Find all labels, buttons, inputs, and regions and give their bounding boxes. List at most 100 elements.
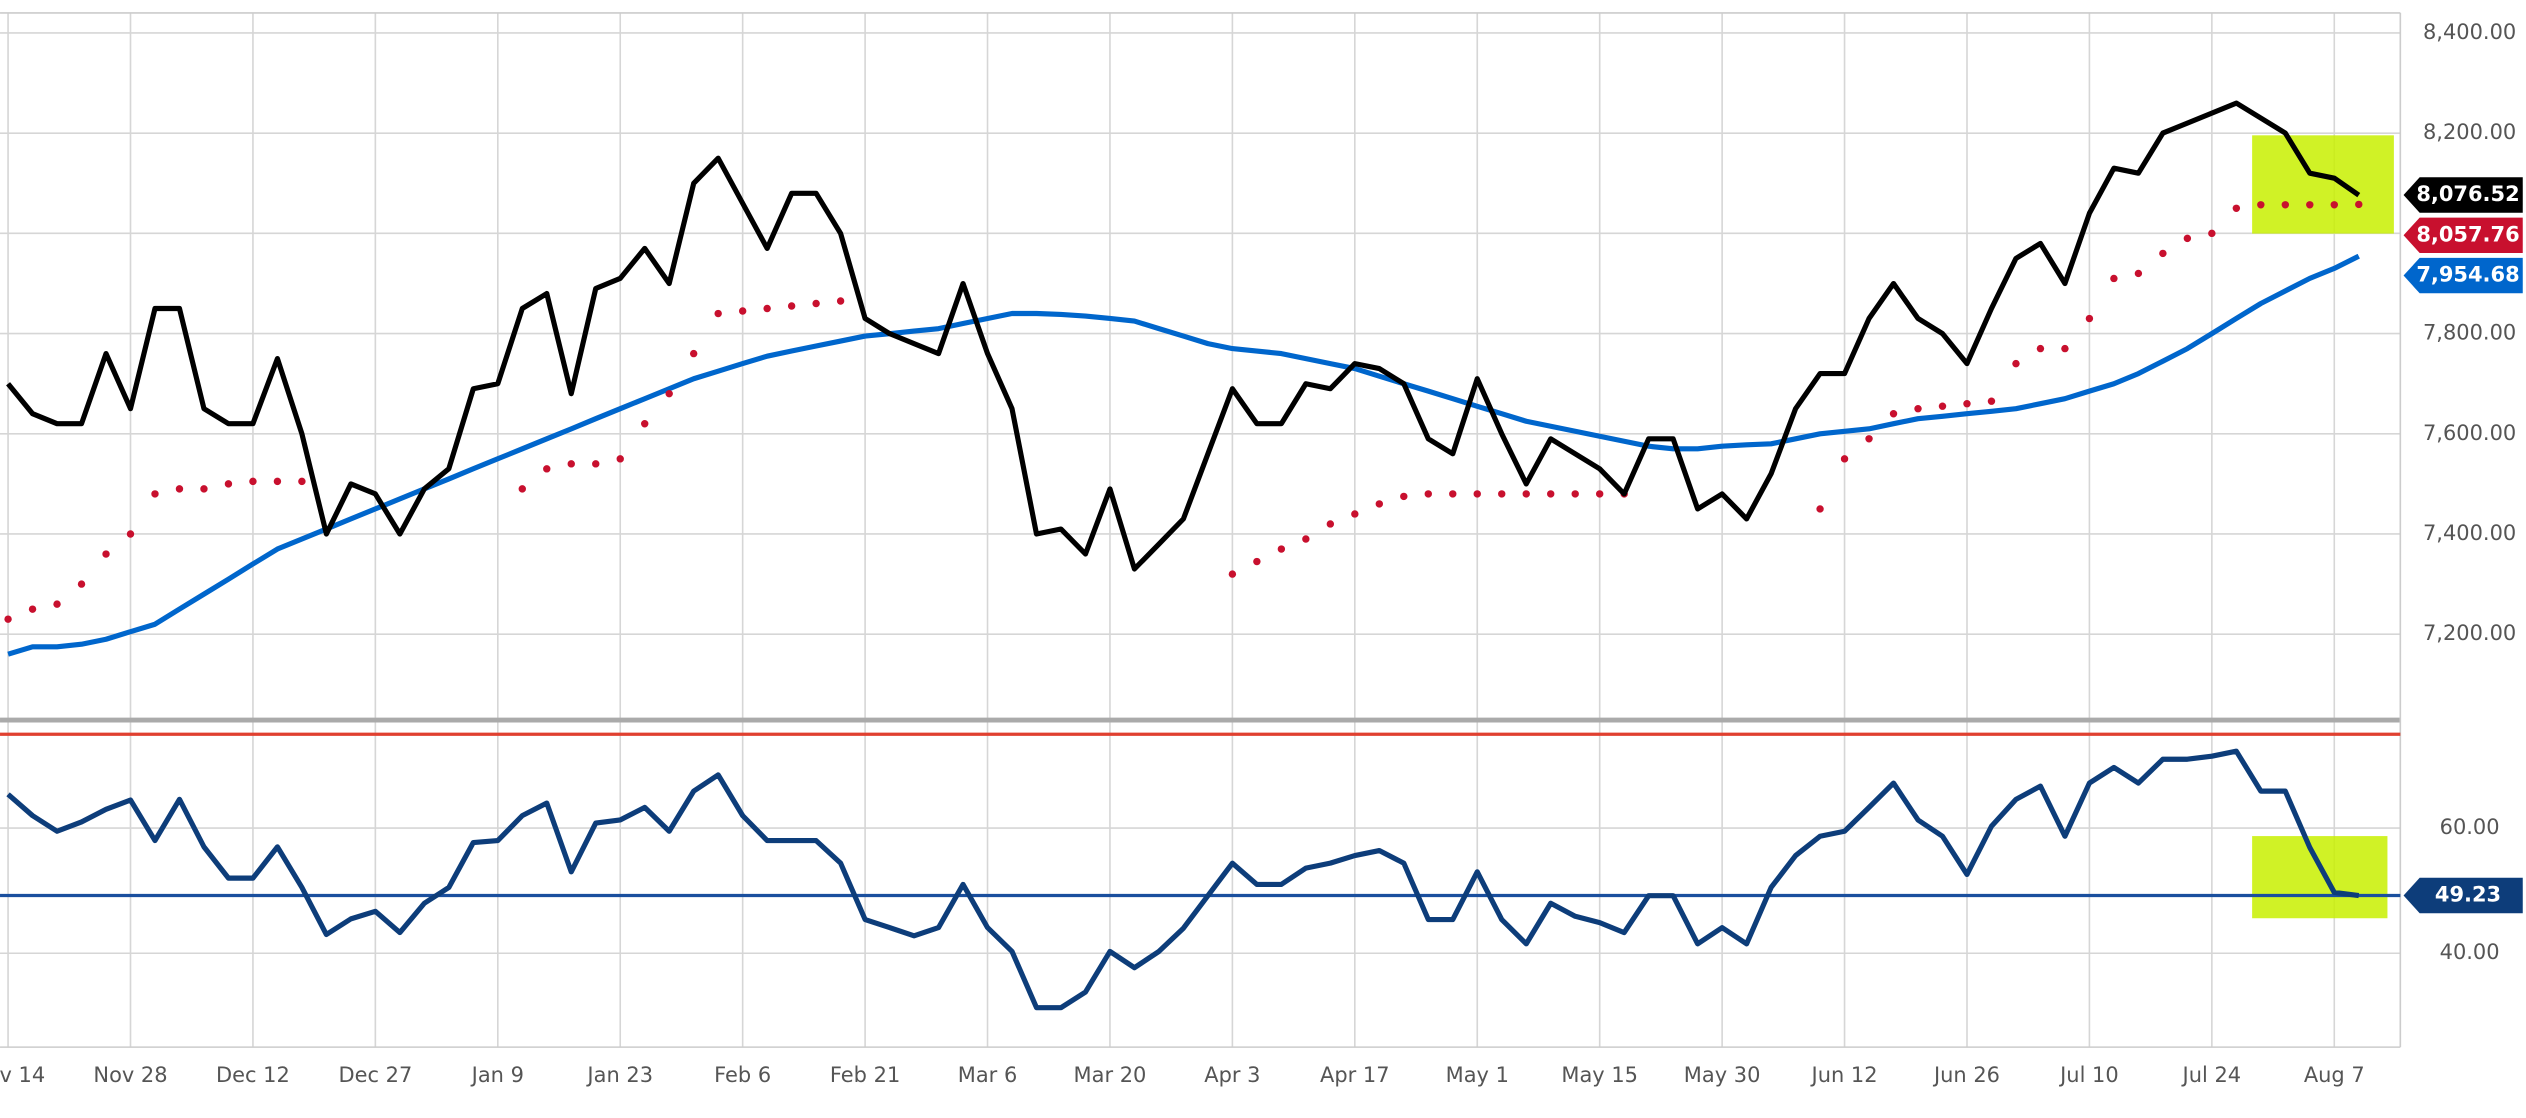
series-line (7, 253, 2360, 657)
value-tag-label: 7,954.68 (2416, 263, 2519, 287)
x-tick-label: Nov 28 (93, 1063, 167, 1087)
sar-dot (1326, 520, 1335, 528)
sar-dot (102, 550, 110, 558)
sar-dot (1228, 570, 1237, 578)
sar-dot (518, 485, 526, 493)
value-tag (2403, 257, 2523, 294)
x-tick-label: Jun 26 (1932, 1063, 2000, 1087)
sar-dot (1473, 490, 1481, 498)
sar-dot (665, 389, 673, 398)
sar-dot (1351, 510, 1359, 518)
x-tick-label: Mar 20 (1074, 1063, 1147, 1087)
x-tick-label: May 30 (1684, 1063, 1761, 1087)
x-tick-label: Jan 9 (470, 1063, 524, 1087)
sar-dot (1522, 490, 1530, 498)
sar-dot (2085, 314, 2094, 323)
sar-dot (2208, 229, 2216, 238)
sar-dot (1547, 490, 1555, 498)
sar-dot (28, 605, 37, 613)
x-tick-label: Jul 24 (2181, 1063, 2242, 1087)
series-line (6, 100, 2361, 572)
sar-dot (200, 485, 208, 493)
sar-dot (543, 465, 551, 473)
sar-dot (2110, 274, 2118, 283)
sar-dot (126, 530, 135, 538)
sar-dot (1498, 490, 1506, 498)
y-tick-label: 8,200.00 (2423, 120, 2516, 144)
sar-dot (1914, 405, 1922, 413)
highlight-box (2252, 135, 2394, 234)
sar-dot (763, 304, 771, 313)
sar-dot (1816, 505, 1824, 513)
sar-dot (249, 477, 257, 486)
sar-dot (567, 460, 575, 468)
sar-dot (224, 480, 233, 488)
sar-dot (2036, 344, 2045, 353)
sar-dot (812, 299, 820, 308)
sar-dot (1277, 545, 1286, 553)
sar-dot (2134, 269, 2143, 278)
series-line (6, 748, 2360, 1011)
value-tag-label: 8,076.52 (2416, 182, 2519, 206)
sar-dot (1449, 490, 1457, 498)
sar-dot (738, 307, 747, 315)
value-tag (2403, 177, 2523, 213)
sar-dot (1889, 410, 1898, 418)
sar-dot (273, 477, 282, 486)
sar-dot (175, 485, 184, 493)
sar-dot (1840, 455, 1849, 463)
sar-dot (714, 309, 722, 318)
value-tag-label: 49.23 (2435, 882, 2501, 906)
x-tick-label: Aug 7 (2304, 1063, 2365, 1087)
sar-dot (1987, 397, 1996, 405)
sar-dot (616, 455, 624, 463)
x-tick-label: Nov 14 (0, 1063, 45, 1087)
sar-dot (1424, 490, 1432, 498)
sar-dot (1571, 490, 1579, 498)
x-tick-label: Jun 12 (1810, 1063, 1878, 1087)
sar-dot (1375, 500, 1384, 508)
sar-dot (2183, 234, 2192, 243)
sar-dot (689, 349, 698, 358)
sar-dot (2306, 201, 2314, 209)
sar-dot (592, 460, 600, 468)
y-tick-label: 8,400.00 (2423, 20, 2516, 44)
sar-dot (4, 615, 12, 623)
sar-dot (151, 490, 159, 498)
sar-dot (77, 580, 86, 588)
highlight-box (2252, 836, 2388, 919)
x-tick-label: Jul 10 (2058, 1063, 2119, 1087)
sar-dot (2061, 344, 2069, 353)
sar-dot (1595, 490, 1604, 498)
value-tag (2403, 217, 2523, 254)
sar-dot (2232, 204, 2241, 213)
sar-dot (787, 302, 796, 310)
sar-dot (2330, 201, 2338, 209)
grid-layer (0, 12, 2401, 1048)
sar-dot (836, 297, 845, 305)
sar-dot (1963, 400, 1971, 408)
x-tick-label: Dec 27 (338, 1063, 412, 1087)
y-tick-label: 40.00 (2440, 940, 2500, 964)
x-tick-label: Dec 12 (216, 1063, 290, 1087)
x-tick-label: Feb 6 (714, 1063, 771, 1087)
sar-dot (1865, 435, 1873, 443)
x-tick-label: Apr 17 (1320, 1063, 1390, 1087)
sar-dot (1253, 557, 1261, 566)
sar-dot (53, 600, 61, 608)
sar-dot (1938, 402, 1947, 410)
sar-dot (2257, 201, 2265, 209)
sar-dot (2159, 249, 2167, 258)
sar-dot (2281, 201, 2290, 209)
y-tick-label: 7,800.00 (2423, 321, 2516, 345)
value-tag-label: 8,057.76 (2416, 222, 2519, 246)
x-tick-label: May 1 (1446, 1063, 1509, 1087)
x-tick-label: Mar 6 (958, 1063, 1017, 1087)
sar-dot (1400, 492, 1408, 501)
sar-dot (2355, 200, 2363, 209)
value-tag (2403, 877, 2523, 914)
x-tick-label: Apr 3 (1204, 1063, 1260, 1087)
sar-dot (1302, 535, 1310, 543)
